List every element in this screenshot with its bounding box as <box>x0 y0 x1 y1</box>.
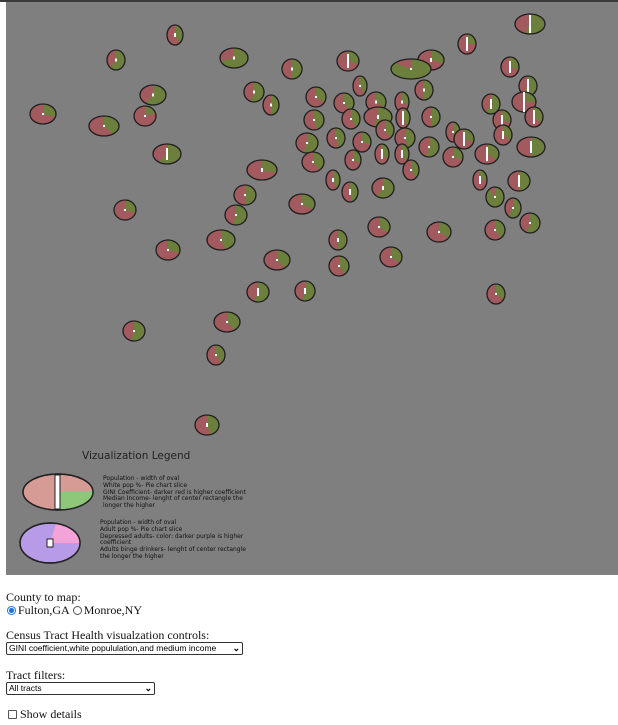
legend-title: Vizualization Legend <box>82 450 191 462</box>
tract-oval[interactable] <box>243 81 265 103</box>
tract-oval[interactable] <box>341 108 361 130</box>
tract-oval[interactable] <box>113 199 137 221</box>
tract-oval[interactable] <box>305 86 327 108</box>
tract-oval[interactable] <box>485 186 505 208</box>
tract-oval[interactable] <box>301 151 325 173</box>
radio-fulton-label[interactable]: Fulton,GA <box>18 603 70 617</box>
tract-filters-label: Tract filters: <box>6 668 66 682</box>
tract-oval[interactable] <box>106 49 126 71</box>
tract-oval[interactable] <box>516 136 546 158</box>
tract-oval[interactable] <box>294 280 316 302</box>
tract-map[interactable]: Vizualization Legend Population - width … <box>6 2 618 575</box>
show-details-row[interactable]: Show details <box>6 707 82 722</box>
tract-oval[interactable] <box>263 249 291 271</box>
tract-oval[interactable] <box>328 229 348 251</box>
tract-oval[interactable] <box>344 149 362 171</box>
tract-oval[interactable] <box>325 169 341 191</box>
health-visualization-select[interactable]: GINI coefficient,white popululation,and … <box>6 642 243 655</box>
tract-oval[interactable] <box>519 212 541 234</box>
tract-oval[interactable] <box>295 132 319 154</box>
tract-oval[interactable] <box>442 146 464 168</box>
tract-oval[interactable] <box>500 56 520 78</box>
tract-oval[interactable] <box>371 177 395 199</box>
show-details-label[interactable]: Show details <box>20 707 82 721</box>
tract-oval[interactable] <box>507 170 531 192</box>
tract-oval[interactable] <box>336 50 360 72</box>
tract-oval[interactable] <box>402 159 420 181</box>
tract-oval[interactable] <box>426 221 452 243</box>
health-controls-label: Census Tract Health visualzation control… <box>6 628 210 642</box>
tract-oval[interactable] <box>374 143 390 165</box>
tract-oval[interactable] <box>328 255 350 277</box>
tract-oval[interactable] <box>365 91 387 113</box>
tract-oval[interactable] <box>524 106 544 128</box>
tract-oval[interactable] <box>206 344 226 366</box>
chevron-down-icon: ⌄ <box>144 683 152 693</box>
tract-oval[interactable] <box>341 181 359 203</box>
tract-oval[interactable] <box>367 216 391 238</box>
tract-oval[interactable] <box>303 109 325 131</box>
tract-oval[interactable] <box>418 136 440 158</box>
tract-oval[interactable] <box>194 414 220 436</box>
tract-oval[interactable] <box>224 204 248 226</box>
tract-oval[interactable] <box>394 127 416 149</box>
tract-oval[interactable] <box>166 24 184 46</box>
tract-oval[interactable] <box>262 94 280 116</box>
legend-text-gini: Population - width of oval White pop %- … <box>103 475 246 510</box>
tract-oval[interactable] <box>246 281 270 303</box>
tract-oval[interactable] <box>281 58 303 80</box>
tract-ovals-layer[interactable] <box>6 2 618 575</box>
tract-oval[interactable] <box>414 79 434 101</box>
show-details-checkbox[interactable] <box>8 710 17 719</box>
tract-filter-select[interactable]: All tracts ⌄ <box>6 682 155 695</box>
tract-oval[interactable] <box>352 131 372 153</box>
tract-oval[interactable] <box>514 13 546 35</box>
top-border <box>0 0 618 2</box>
tract-oval[interactable] <box>233 184 257 206</box>
tract-oval[interactable] <box>352 75 368 97</box>
tract-oval[interactable] <box>133 105 157 127</box>
tract-oval[interactable] <box>474 143 500 165</box>
tract-oval[interactable] <box>472 169 488 191</box>
county-radio-group: Fulton,GA Monroe,NY <box>6 603 142 618</box>
tract-oval[interactable] <box>379 246 403 268</box>
radio-monroe-label[interactable]: Monroe,NY <box>83 603 143 617</box>
tract-oval[interactable] <box>139 84 167 106</box>
tract-oval[interactable] <box>326 127 346 149</box>
tract-oval[interactable] <box>511 91 537 113</box>
tract-oval[interactable] <box>213 311 241 333</box>
tract-oval[interactable] <box>88 115 120 137</box>
tract-oval[interactable] <box>486 283 506 305</box>
tract-oval[interactable] <box>390 58 432 80</box>
tract-oval[interactable] <box>504 197 522 219</box>
tract-oval[interactable] <box>394 143 410 165</box>
tract-oval[interactable] <box>333 92 355 114</box>
tract-oval[interactable] <box>122 320 146 342</box>
tract-oval[interactable] <box>484 219 506 241</box>
filter-select-value: All tracts <box>9 683 42 693</box>
tract-oval[interactable] <box>481 93 501 115</box>
tract-oval[interactable] <box>29 103 57 125</box>
tract-oval[interactable] <box>246 159 278 181</box>
tract-oval[interactable] <box>155 239 181 261</box>
tract-oval[interactable] <box>493 124 513 146</box>
tract-oval[interactable] <box>421 106 441 128</box>
tract-oval[interactable] <box>375 119 395 141</box>
chevron-down-icon: ⌄ <box>232 643 240 653</box>
radio-monroe[interactable] <box>72 606 82 615</box>
legend-text-adult: Population - width of oval Adult pop %- … <box>100 519 246 560</box>
tract-oval[interactable] <box>206 229 236 251</box>
tract-oval[interactable] <box>219 47 249 69</box>
health-select-value: GINI coefficient,white popululation,and … <box>9 643 217 653</box>
radio-fulton[interactable] <box>7 606 16 615</box>
tract-oval[interactable] <box>152 143 182 165</box>
county-label: County to map: <box>6 590 81 604</box>
tract-oval[interactable] <box>453 128 475 150</box>
tract-oval[interactable] <box>288 193 316 215</box>
tract-oval[interactable] <box>395 107 411 129</box>
tract-oval[interactable] <box>457 33 477 55</box>
